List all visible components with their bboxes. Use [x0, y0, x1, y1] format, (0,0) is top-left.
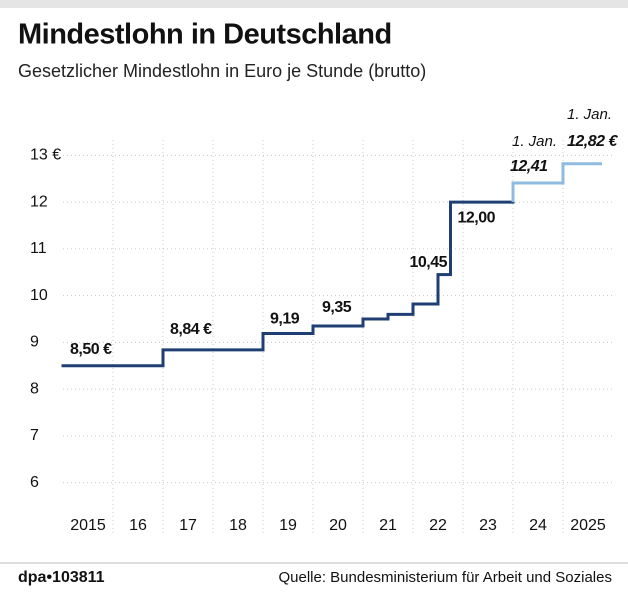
y-tick-label: 13 € [30, 147, 61, 164]
value-label: 10,45 [409, 254, 447, 271]
top-bar [0, 0, 628, 8]
source: Quelle: Bundesministerium für Arbeit und… [278, 569, 612, 586]
value-label: 12,82 € [567, 133, 618, 150]
value-label: 8,84 € [170, 321, 212, 338]
value-label: 12,00 [458, 209, 496, 226]
x-tick-label: 18 [229, 517, 247, 534]
chart-subtitle: Gesetzlicher Mindestlohn in Euro je Stun… [18, 61, 426, 81]
y-tick-label: 8 [30, 380, 39, 397]
annotation: 1. Jan. [512, 133, 557, 150]
y-tick-label: 12 [30, 193, 48, 210]
y-tick-label: 9 [30, 334, 39, 351]
x-tick-label: 17 [179, 517, 197, 534]
x-tick-label: 19 [279, 517, 297, 534]
x-tick-label: 24 [529, 517, 547, 534]
annotation: 1. Jan. [567, 106, 612, 123]
x-tick-label: 2015 [70, 517, 106, 534]
value-label: 12,41 [510, 158, 548, 175]
x-tick-label: 22 [429, 517, 447, 534]
x-tick-label: 23 [479, 517, 497, 534]
x-tick-label: 21 [379, 517, 397, 534]
y-tick-label: 6 [30, 474, 39, 491]
y-tick-label: 10 [30, 287, 48, 304]
credit: dpa•103811 [18, 569, 105, 586]
value-label: 9,19 [270, 311, 300, 328]
x-tick-label: 2025 [570, 517, 606, 534]
y-tick-label: 7 [30, 427, 39, 444]
value-label: 8,50 € [70, 341, 112, 358]
x-tick-label: 16 [129, 517, 147, 534]
value-label: 9,35 [322, 299, 352, 316]
y-tick-label: 11 [30, 240, 47, 257]
chart-title: Mindestlohn in Deutschland [18, 19, 392, 51]
x-tick-label: 20 [329, 517, 347, 534]
